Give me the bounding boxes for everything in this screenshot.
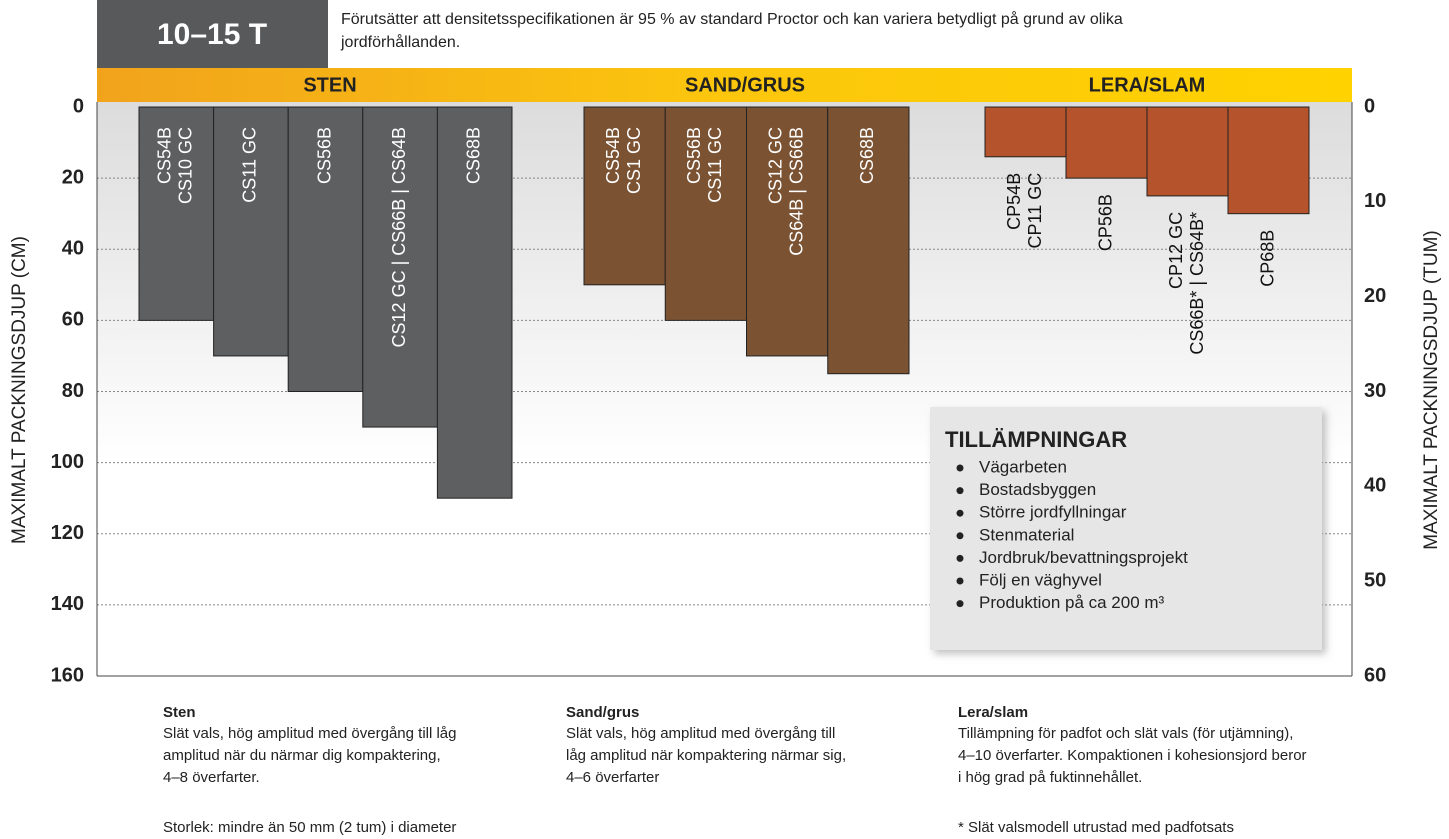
bar: [1227, 106, 1310, 215]
bullet: [956, 600, 964, 608]
description-line: 4–10 överfarter. Kompaktionen i kohesion…: [958, 747, 1307, 764]
bar-label: CS56B: [314, 127, 334, 184]
applications-title: TILLÄMPNINGAR: [945, 427, 1127, 452]
y2-tick-label: 50: [1364, 569, 1386, 591]
bar-label: CP56B: [1095, 194, 1115, 251]
description-title: Sand/grus: [566, 704, 639, 721]
y-axis-label: MAXIMALT PACKNINGSDJUP (CM): [9, 236, 30, 544]
description-note: Storlek: mindre än 50 mm (2 tum) i diame…: [163, 819, 456, 836]
header-band: [97, 68, 1352, 102]
y-tick-label: 120: [51, 522, 84, 544]
bar: [984, 106, 1067, 158]
description-line: Tillämpning för padfot och slät vals (fö…: [958, 725, 1293, 742]
note: jordförhållanden.: [340, 33, 460, 51]
description-title: Lera/slam: [958, 704, 1028, 721]
description-line: 4–8 överfarter.: [163, 769, 260, 786]
bar-label: CS68B: [857, 127, 877, 184]
y2-tick-label: 0: [1364, 95, 1375, 117]
application-item: Jordbruk/bevattningsprojekt: [979, 548, 1188, 567]
bar-label: CS56B: [684, 127, 704, 184]
application-item: Bostadsbyggen: [979, 480, 1096, 499]
y-tick-label: 0: [73, 95, 84, 117]
application-item: Större jordfyllningar: [979, 503, 1127, 522]
bullet: [956, 464, 964, 472]
bar-label: CP12 GC: [1166, 212, 1186, 289]
bullet: [956, 577, 964, 585]
group-header: LERA/SLAM: [1089, 74, 1206, 96]
applications-box: [930, 407, 1322, 650]
description-line: Slät vals, hög amplitud med övergång til…: [566, 725, 835, 742]
note: Förutsätter att densitetsspecifikationen…: [341, 10, 1123, 28]
description-line: i hög grad på fuktinnehållet.: [958, 769, 1142, 786]
badge-box: [97, 0, 328, 68]
bar-label: CS10 GC: [176, 127, 196, 204]
bar: [583, 106, 666, 286]
bar-label: CS54B: [603, 127, 623, 184]
y2-axis-label: MAXIMALT PACKNINGSDJUP (TUM): [1421, 230, 1442, 550]
bar-label: CS66B* | CS64B*: [1187, 212, 1207, 355]
bar-label: CS12 GC: [765, 127, 785, 204]
description-note: * Slät valsmodell utrustad med padfotsat…: [958, 819, 1234, 836]
description-line: låg amplitud när kompaktering närmar sig…: [566, 747, 846, 764]
y-tick-label: 40: [62, 238, 84, 260]
y-tick-label: 160: [51, 664, 84, 686]
bar: [362, 106, 438, 428]
bar-label: CS11 GC: [705, 127, 725, 203]
bullet: [956, 487, 964, 495]
y2-tick-label: 20: [1364, 285, 1386, 307]
application-item: Vägarbeten: [979, 457, 1067, 476]
bar-label: CP54B: [1004, 173, 1024, 230]
bar: [1146, 106, 1229, 197]
y2-tick-label: 10: [1364, 190, 1386, 212]
y-tick-label: 20: [62, 166, 84, 188]
y2-tick-label: 40: [1364, 475, 1386, 497]
bar-label: CS11 GC: [240, 127, 260, 203]
bar-label: CS54B: [155, 127, 175, 184]
bar-label: CS1 GC: [624, 127, 644, 194]
description-title: Sten: [163, 704, 196, 721]
bar-label: CS64B | CS66B: [786, 127, 806, 256]
bar: [664, 106, 747, 321]
y2-tick-label: 60: [1364, 664, 1386, 686]
y-tick-label: 60: [62, 309, 84, 331]
application-item: Produktion på ca 200 m³: [979, 593, 1165, 612]
bullet: [956, 532, 964, 540]
y-tick-label: 100: [51, 451, 84, 473]
bullet: [956, 554, 964, 562]
bar: [436, 106, 513, 499]
bar-label: CS12 GC | CS66B | CS64B: [389, 127, 409, 347]
bar: [827, 106, 910, 375]
bar-label: CS68B: [463, 127, 483, 184]
badge: 10–15 T: [157, 18, 267, 51]
description-line: Slät vals, hög amplitud med övergång til…: [163, 725, 457, 742]
bar: [1065, 106, 1148, 179]
bar-label: CP11 GC: [1025, 173, 1045, 249]
y2-tick-label: 30: [1364, 380, 1386, 402]
y-tick-label: 140: [51, 593, 84, 615]
description-line: 4–6 överfarter: [566, 769, 659, 786]
bar: [138, 106, 215, 321]
description-line: amplitud när du närmar dig kompaktering,: [163, 747, 441, 764]
group-header: SAND/GRUS: [685, 74, 805, 96]
bar-label: CP68B: [1257, 230, 1277, 287]
application-item: Följ en väghyvel: [979, 570, 1102, 589]
group-header: STEN: [303, 74, 356, 96]
application-item: Stenmaterial: [979, 525, 1074, 544]
y-tick-label: 80: [62, 380, 84, 402]
bullet: [956, 509, 964, 517]
